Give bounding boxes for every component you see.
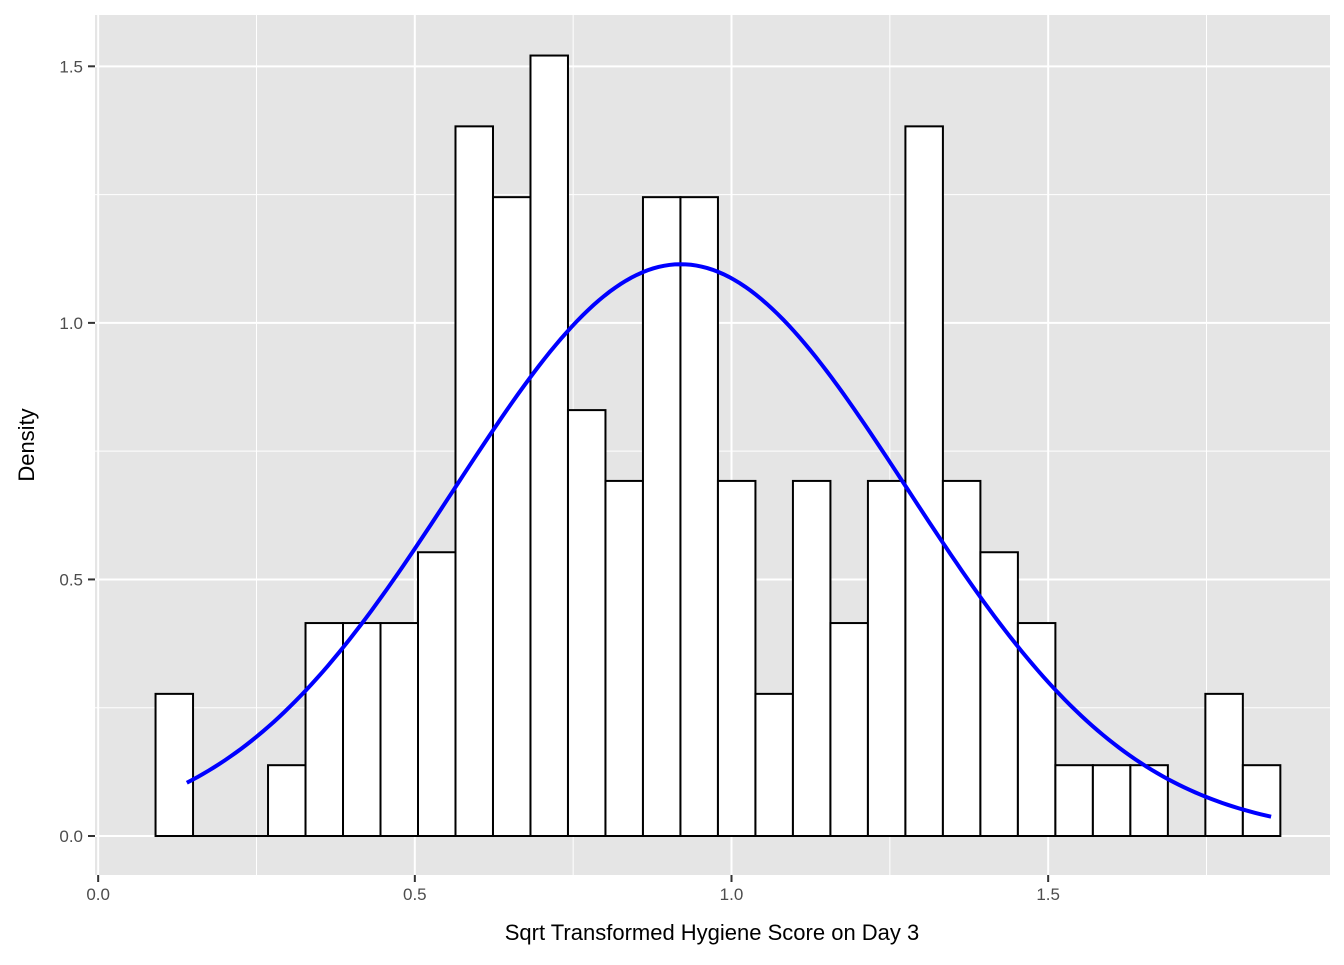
histogram-bar [418, 552, 455, 836]
histogram-bar [680, 197, 717, 836]
histogram-bar [793, 481, 830, 836]
histogram-bar [493, 197, 530, 836]
histogram-bar [530, 56, 567, 836]
x-tick-label: 0.5 [403, 885, 427, 904]
x-tick-label: 0.0 [86, 885, 110, 904]
y-axis: 0.0 0.5 1.0 1.5 [59, 57, 95, 846]
x-axis-title: Sqrt Transformed Hygiene Score on Day 3 [505, 920, 920, 945]
histogram-bar [1243, 765, 1280, 836]
histogram-bar [381, 623, 418, 836]
histogram-bar [568, 410, 605, 836]
y-tick-label: 0.0 [59, 827, 83, 846]
histogram-bar [343, 623, 380, 836]
histogram-bar [943, 481, 980, 836]
histogram-bar [755, 694, 792, 836]
histogram-bar [905, 126, 942, 836]
histogram-bar [643, 197, 680, 836]
x-axis: 0.0 0.5 1.0 1.5 [86, 875, 1060, 904]
y-tick-label: 1.0 [59, 314, 83, 333]
histogram-bar [1205, 694, 1242, 836]
histogram-bar [980, 552, 1017, 836]
histogram-bar [868, 481, 905, 836]
histogram-bar [268, 765, 305, 836]
y-tick-label: 0.5 [59, 570, 83, 589]
histogram-bar [718, 481, 755, 836]
histogram-bar [1055, 765, 1092, 836]
histogram-bar [156, 694, 193, 836]
x-tick-label: 1.0 [720, 885, 744, 904]
x-tick-label: 1.5 [1036, 885, 1060, 904]
histogram-bar [830, 623, 867, 836]
histogram-bar [605, 481, 642, 836]
histogram-bar [1093, 765, 1130, 836]
y-tick-label: 1.5 [59, 57, 83, 76]
y-axis-title: Density [14, 408, 39, 481]
